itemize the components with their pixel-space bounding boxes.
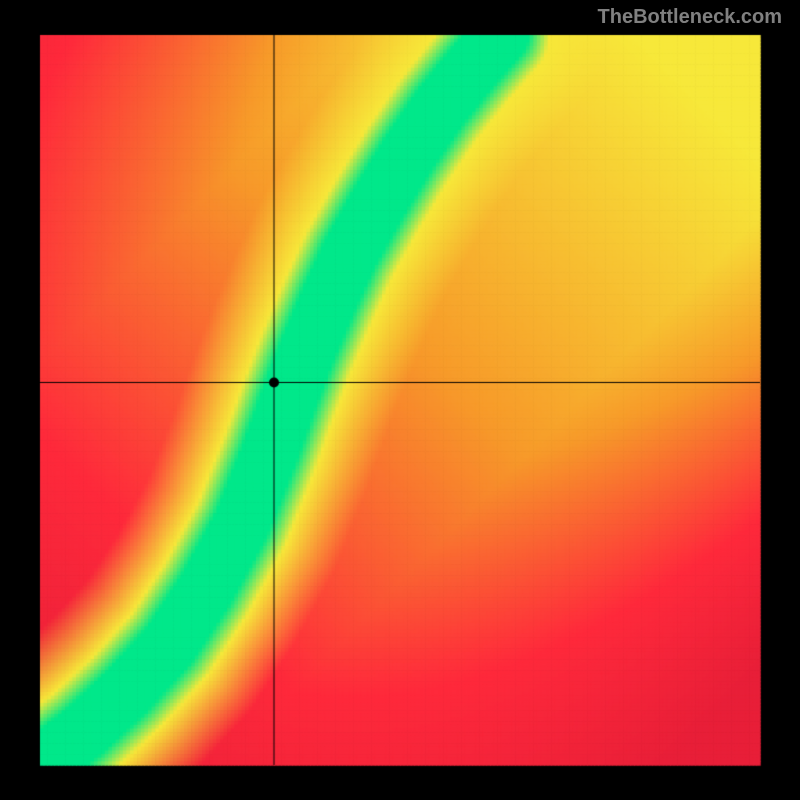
watermark-text: TheBottleneck.com bbox=[598, 6, 782, 29]
bottleneck-heatmap bbox=[0, 0, 800, 800]
